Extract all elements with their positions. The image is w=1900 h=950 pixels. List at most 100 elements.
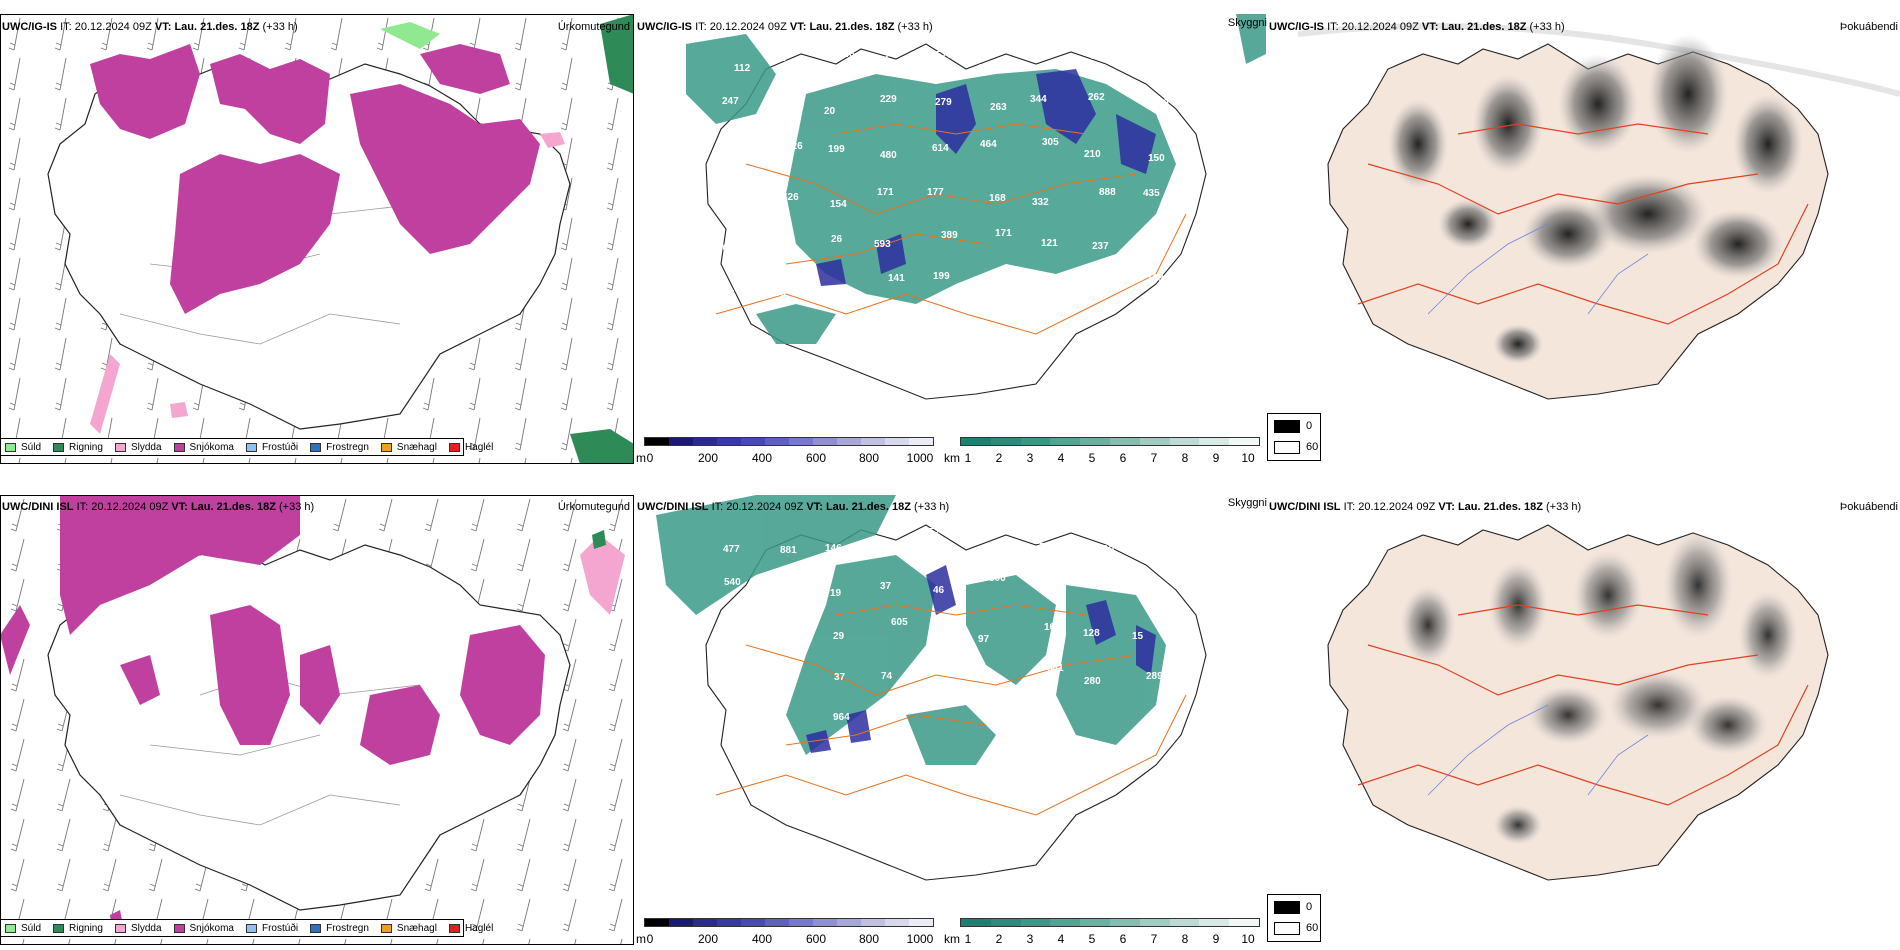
fog-title-dini: Þokuábendi: [1839, 501, 1898, 513]
visibility-value: 22: [978, 529, 990, 540]
visibility-value: 401: [718, 333, 735, 344]
fog-panel-dini: [1268, 495, 1900, 915]
visibility-value: 146: [1028, 277, 1045, 288]
visibility-value: 262: [1088, 92, 1105, 103]
height-tick: 0: [646, 451, 654, 465]
visibility-tick: 10: [1241, 451, 1255, 465]
visibility-header-igis: UWC/IG-IS IT: 20.12.2024 09Z VT: Lau. 21…: [637, 21, 933, 33]
precip-map-dini[interactable]: [0, 495, 634, 945]
fog-panel-igis: [1268, 14, 1900, 434]
legend-label: Frostúði: [261, 441, 299, 453]
visibility-tick: 3: [1026, 451, 1034, 465]
legend-item: Haglél: [448, 922, 494, 934]
visibility-value: 110: [1098, 544, 1115, 555]
fog-map-dini[interactable]: [1268, 495, 1900, 915]
height-tick: 0: [646, 932, 654, 946]
visibility-value: 539: [1090, 51, 1107, 62]
visibility-scale-dini: km 1 2 3 4 5 6 7 8 9 10: [944, 918, 1264, 948]
it-label: IT:: [60, 21, 72, 33]
visibility-value: 212: [1082, 578, 1099, 589]
visibility-value: 540: [724, 577, 741, 588]
visibility-value: 426: [782, 192, 799, 203]
visibility-values: 112 152 246 11 578 249 349 539 203 247 270 20 229 279…: [717, 49, 1169, 344]
visibility-value: 132: [1084, 275, 1101, 286]
visibility-value: 15: [1132, 631, 1144, 642]
visibility-value: 119: [886, 542, 903, 553]
it-label: IT:: [76, 501, 89, 513]
legend-swatch: [53, 923, 65, 933]
legend-item: Frostregn: [310, 442, 369, 453]
visibility-value: 480: [880, 150, 897, 161]
vt-value: Lau. 21.des. 18Z: [190, 501, 276, 513]
legend-label: Haglél: [464, 922, 494, 934]
height-strip: [644, 918, 934, 927]
rivers: [1427, 223, 1649, 315]
visibility-value: 92: [735, 720, 747, 731]
visibility-value: 26: [831, 234, 843, 245]
precip-panel-dini: [0, 495, 634, 945]
legend-item: Rigning: [53, 442, 103, 453]
visibility-unit: km: [944, 451, 960, 465]
visibility-value: 341: [1047, 663, 1064, 674]
visibility-value: 150: [1148, 153, 1165, 164]
height-tick: 200: [697, 451, 719, 465]
legend-swatch: [114, 923, 126, 933]
visibility-value: 112: [734, 63, 751, 74]
it-value: 20.12.2024 09Z: [1358, 501, 1436, 513]
visibility-tick: 5: [1088, 451, 1096, 465]
visibility-scale-igis: km 1 2 3 4 5 6 7 8 9 10: [944, 437, 1264, 467]
legend-label: Rigning: [69, 441, 103, 453]
precip-title-igis: Úrkomutegund: [557, 21, 630, 33]
visibility-tick: 2: [995, 932, 1003, 946]
visibility-value: 229: [880, 94, 897, 105]
legend-swatch: [448, 923, 460, 933]
legend-item: Rigning: [53, 923, 103, 934]
fog-map-igis[interactable]: [1268, 14, 1900, 434]
visibility-value: 12: [1034, 536, 1046, 547]
it-value: 20.12.2024 09Z: [726, 501, 804, 513]
legend-swatch: [173, 923, 185, 933]
vt-value: Lau. 21.des. 18Z: [809, 21, 895, 33]
legend-label: Snæhagl: [396, 922, 437, 934]
legend-label: Haglél: [464, 441, 494, 453]
visibility-value: 177: [927, 187, 944, 198]
it-value: 20.12.2024 09Z: [91, 501, 169, 513]
visibility-value: 97: [978, 634, 990, 645]
legend-label: Rigning: [69, 922, 103, 934]
fog-intensity: [1388, 34, 1803, 364]
visibility-strip: [960, 437, 1260, 446]
visibility-tick: 9: [1212, 932, 1220, 946]
visibility-panel-dini: 477 881 146 119 52 22 12 110 245 540 737 19 37 46 500 2…: [636, 495, 1266, 915]
legend-label: Snjókoma: [189, 441, 234, 453]
visibility-value: 389: [941, 230, 958, 241]
snow-areas: [90, 44, 540, 314]
visibility-value: 435: [1143, 188, 1160, 199]
model-name: UWC/DINI ISL: [637, 501, 709, 513]
visibility-value: 593: [874, 239, 891, 250]
visibility-map-dini[interactable]: 477 881 146 119 52 22 12 110 245 540 737 19 37 46 500 2…: [636, 495, 1266, 915]
vt-label: VT:: [789, 21, 807, 33]
visibility-value: 146: [825, 543, 842, 554]
visibility-map-igis[interactable]: 112 152 246 11 578 249 349 539 203 247 270 20 229 279…: [636, 14, 1266, 434]
visibility-value: 37: [880, 581, 892, 592]
legend-item: Slydda: [114, 922, 162, 934]
it-label: IT:: [1343, 501, 1356, 513]
visibility-value: 177: [768, 618, 785, 629]
visibility-tick: 7: [1150, 451, 1158, 465]
visibility-value: 168: [769, 288, 786, 299]
visibility-value: 578: [936, 50, 953, 61]
precip-map-igis[interactable]: [0, 14, 634, 464]
visibility-value: 226: [786, 141, 803, 152]
lead-time: (+33 h): [1529, 21, 1565, 33]
legend-label: Frostregn: [326, 441, 369, 453]
visibility-tick: 4: [1057, 932, 1065, 946]
visibility-value: 96: [937, 679, 949, 690]
visibility-value: 315: [718, 289, 735, 300]
precip-legend-dini: Súld Rigning Slydda Snjókoma Frostúði Fr…: [0, 919, 493, 937]
height-tick: 600: [805, 451, 827, 465]
visibility-value: 29: [833, 631, 845, 642]
visibility-value: 46: [933, 585, 945, 596]
legend-label: Slydda: [130, 922, 162, 934]
lead-time: (+33 h): [1546, 501, 1582, 513]
visibility-value: 71: [1137, 589, 1149, 600]
